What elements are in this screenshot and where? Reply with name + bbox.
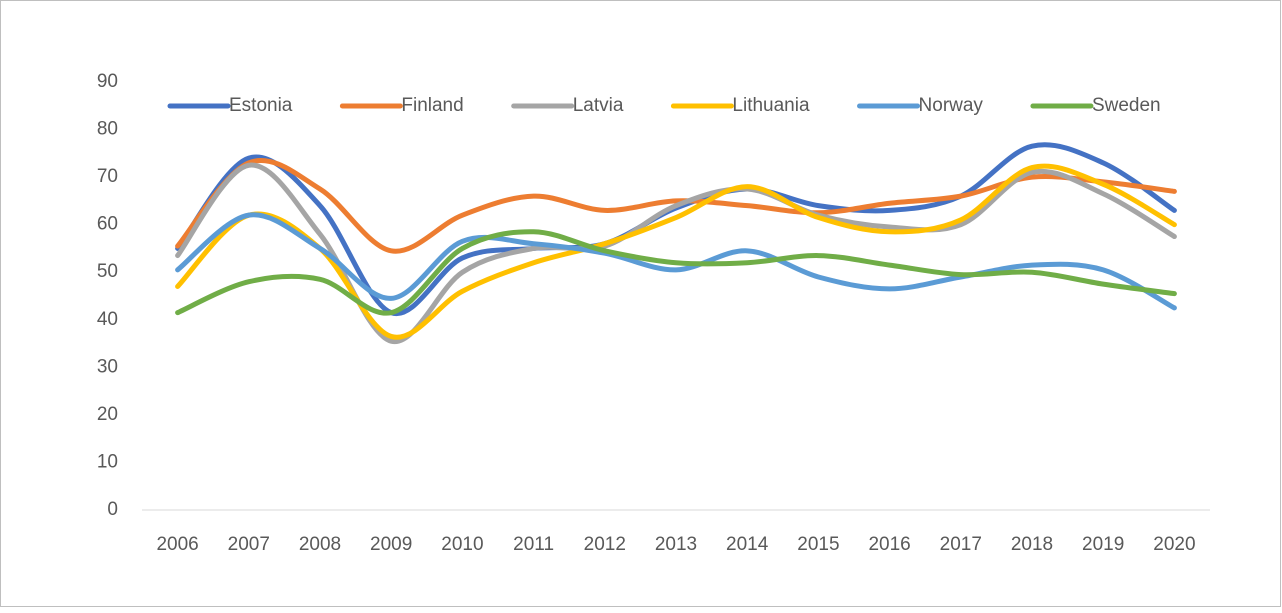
y-tick-label: 30: [97, 356, 118, 377]
legend-label: Lithuania: [732, 95, 810, 116]
y-tick-label: 40: [97, 309, 118, 330]
x-tick-label: 2018: [1011, 534, 1053, 555]
y-tick-label: 80: [97, 119, 118, 140]
legend-label: Latvia: [573, 95, 624, 116]
y-tick-label: 10: [97, 451, 118, 472]
x-tick-label: 2007: [228, 534, 270, 555]
y-tick-label: 20: [97, 404, 118, 425]
legend-label: Finland: [401, 95, 463, 116]
x-tick-label: 2015: [797, 534, 839, 555]
y-tick-label: 0: [107, 499, 118, 520]
y-tick-label: 70: [97, 166, 118, 187]
x-tick-label: 2008: [299, 534, 341, 555]
x-tick-label: 2009: [370, 534, 412, 555]
y-tick-label: 50: [97, 261, 118, 282]
legend-label: Norway: [919, 95, 984, 116]
x-tick-label: 2006: [156, 534, 198, 555]
y-tick-label: 60: [97, 214, 118, 235]
series-line: [175, 229, 1177, 316]
x-tick-label: 2010: [441, 534, 483, 555]
x-tick-label: 2020: [1153, 534, 1195, 555]
x-tick-label: 2019: [1082, 534, 1124, 555]
x-tick-label: 2017: [940, 534, 982, 555]
x-tick-label: 2011: [513, 534, 554, 555]
x-tick-label: 2016: [868, 534, 910, 555]
series-line: [175, 212, 1177, 311]
y-tick-label: 90: [97, 71, 118, 92]
x-tick-label: 2014: [726, 534, 769, 555]
series-line: [175, 162, 1177, 344]
x-tick-label: 2012: [584, 534, 626, 555]
x-tick-label: 2013: [655, 534, 697, 555]
legend-label: Sweden: [1092, 95, 1161, 116]
legend-label: Estonia: [229, 95, 293, 116]
